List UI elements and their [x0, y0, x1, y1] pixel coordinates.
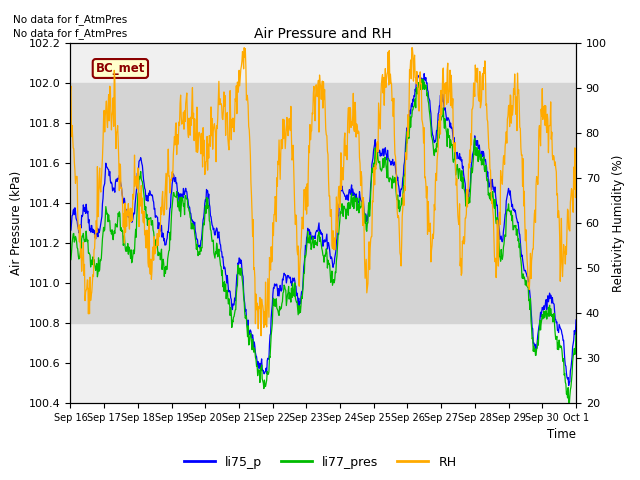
Text: No data for f_AtmPres: No data for f_AtmPres [13, 13, 127, 24]
Legend: li75_p, li77_pres, RH: li75_p, li77_pres, RH [179, 451, 461, 474]
Title: Air Pressure and RH: Air Pressure and RH [254, 27, 392, 41]
Text: No data for f_AtmPres: No data for f_AtmPres [13, 28, 127, 39]
X-axis label: Time: Time [547, 429, 576, 442]
Text: BC_met: BC_met [96, 62, 145, 75]
Y-axis label: Relativity Humidity (%): Relativity Humidity (%) [612, 155, 625, 292]
Y-axis label: Air Pressure (kPa): Air Pressure (kPa) [10, 171, 23, 276]
Bar [70, 83, 576, 323]
